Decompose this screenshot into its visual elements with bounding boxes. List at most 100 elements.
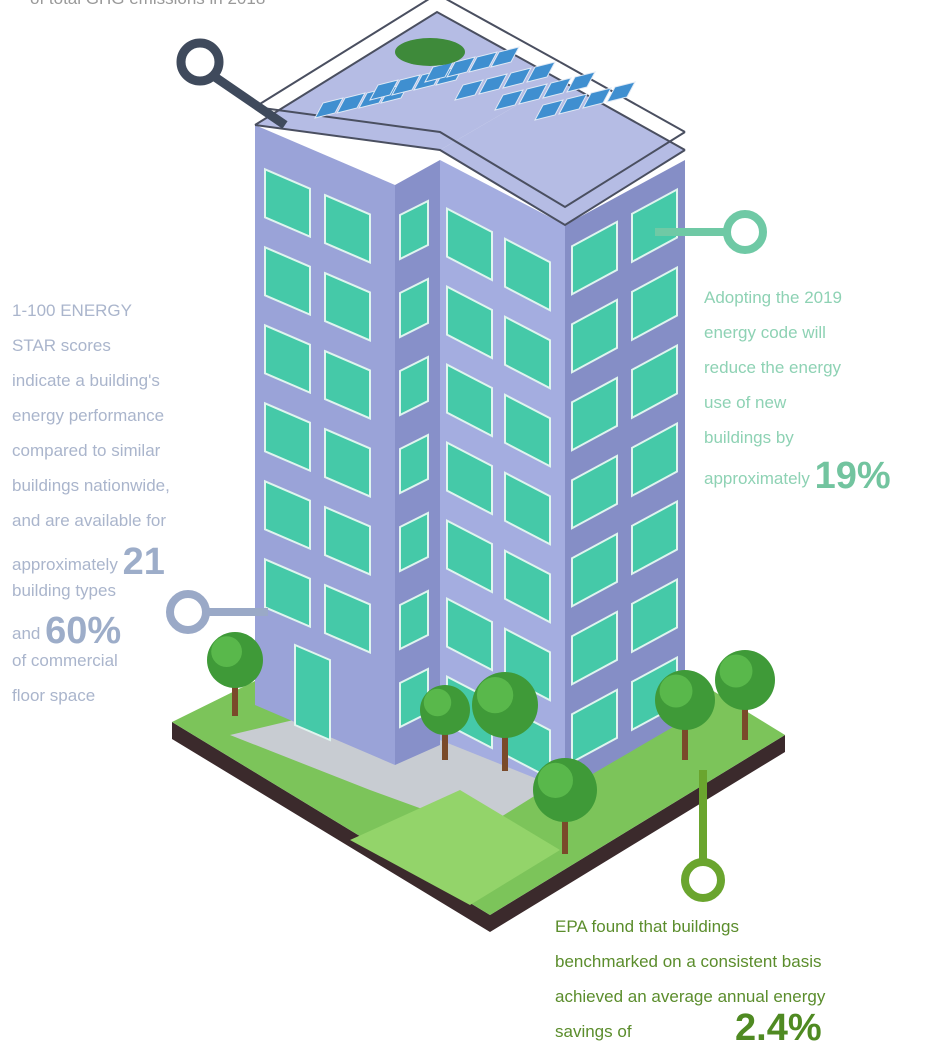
lawn bbox=[350, 790, 560, 905]
solar-panel bbox=[490, 46, 520, 68]
window bbox=[399, 355, 429, 417]
solar-panel bbox=[446, 56, 476, 78]
tree-crown bbox=[719, 654, 753, 688]
window bbox=[264, 245, 311, 317]
window bbox=[504, 549, 551, 624]
bottom-line: savings of bbox=[555, 1022, 632, 1041]
left-line: compared to similar bbox=[12, 441, 161, 460]
callout-ring bbox=[176, 38, 224, 86]
window bbox=[571, 610, 618, 686]
top-note: of total GHG emissions in 2018 bbox=[30, 0, 265, 9]
solar-panel bbox=[314, 97, 344, 119]
solar-panel bbox=[478, 73, 508, 95]
window bbox=[399, 199, 429, 261]
window bbox=[264, 557, 311, 629]
right-line-group: approximately 19% bbox=[704, 455, 891, 498]
callout-ring bbox=[681, 858, 725, 902]
railing bbox=[254, 10, 561, 126]
left-stat: 60% bbox=[45, 610, 122, 652]
window bbox=[571, 532, 618, 608]
solar-panel bbox=[558, 93, 588, 115]
solar-panel bbox=[526, 61, 556, 83]
solar-panel bbox=[369, 79, 399, 101]
door bbox=[294, 643, 331, 742]
window bbox=[264, 323, 311, 395]
window bbox=[264, 401, 311, 473]
left-line: 1-100 ENERGY bbox=[12, 301, 132, 320]
right-line: reduce the energy bbox=[704, 358, 842, 377]
window bbox=[631, 343, 678, 420]
window bbox=[399, 277, 429, 339]
bottom-stat-text: 2.4% bbox=[735, 1007, 822, 1049]
solar-panel bbox=[582, 87, 612, 109]
solar-panel bbox=[454, 79, 484, 101]
window bbox=[399, 433, 429, 495]
window bbox=[446, 596, 493, 672]
solar-panel bbox=[534, 99, 564, 121]
solar-panel bbox=[542, 77, 572, 99]
tree-crown bbox=[659, 674, 693, 708]
left-line: approximately bbox=[12, 555, 118, 574]
right-line: buildings by bbox=[704, 428, 794, 447]
solar-panel bbox=[502, 67, 532, 89]
solar-panel bbox=[494, 89, 524, 111]
window bbox=[571, 376, 618, 452]
right-stat: 19% bbox=[814, 455, 891, 497]
window bbox=[631, 577, 678, 654]
window bbox=[324, 271, 371, 342]
tree-crown bbox=[423, 688, 452, 717]
window bbox=[264, 479, 311, 551]
window bbox=[446, 440, 493, 516]
left-line: energy performance bbox=[12, 406, 165, 425]
window bbox=[631, 265, 678, 342]
rooftop-plants bbox=[395, 38, 465, 66]
window bbox=[504, 471, 551, 546]
left-line: indicate a building's bbox=[12, 371, 160, 390]
left-line: of commercial bbox=[12, 651, 118, 670]
tree-crown bbox=[211, 636, 243, 667]
solar-panel bbox=[468, 51, 498, 73]
callout-ring bbox=[723, 210, 767, 254]
left-line: and bbox=[12, 624, 41, 643]
bottom-line: EPA found that buildings bbox=[555, 917, 739, 936]
window bbox=[571, 298, 618, 374]
solar-panel bbox=[336, 92, 366, 114]
left-line: building types bbox=[12, 581, 116, 600]
left-line: and are available for bbox=[12, 511, 167, 530]
right-line: use of new bbox=[704, 393, 787, 412]
window bbox=[264, 167, 311, 239]
window bbox=[631, 421, 678, 498]
bottom-line: achieved an average annual energy bbox=[555, 987, 826, 1006]
window bbox=[324, 583, 371, 654]
window bbox=[399, 511, 429, 573]
window bbox=[571, 454, 618, 530]
window bbox=[446, 284, 493, 360]
left-line-group: and 60% bbox=[12, 610, 121, 653]
window bbox=[399, 589, 429, 651]
solar-panel bbox=[566, 71, 596, 93]
window bbox=[504, 237, 551, 312]
tree-crown bbox=[537, 762, 574, 799]
left-line: buildings nationwide, bbox=[12, 476, 170, 495]
window bbox=[504, 315, 551, 390]
railing bbox=[254, 106, 686, 209]
window bbox=[446, 518, 493, 594]
window bbox=[631, 187, 678, 264]
solar-panel bbox=[606, 81, 636, 103]
railing bbox=[559, 79, 686, 151]
left-line-group: approximately 21 bbox=[12, 541, 165, 584]
left-line: floor space bbox=[12, 686, 96, 705]
window bbox=[446, 206, 493, 282]
right-line: energy code will bbox=[704, 323, 826, 342]
window bbox=[631, 499, 678, 576]
window bbox=[504, 393, 551, 468]
bottom-stat: 2.4% bbox=[735, 1007, 822, 1049]
window bbox=[571, 220, 618, 296]
bottom-line: benchmarked on a consistent basis bbox=[555, 952, 822, 971]
left-line: STAR scores bbox=[12, 336, 111, 355]
window bbox=[324, 505, 371, 576]
solar-panel bbox=[518, 83, 548, 105]
callout-ring bbox=[166, 590, 210, 634]
